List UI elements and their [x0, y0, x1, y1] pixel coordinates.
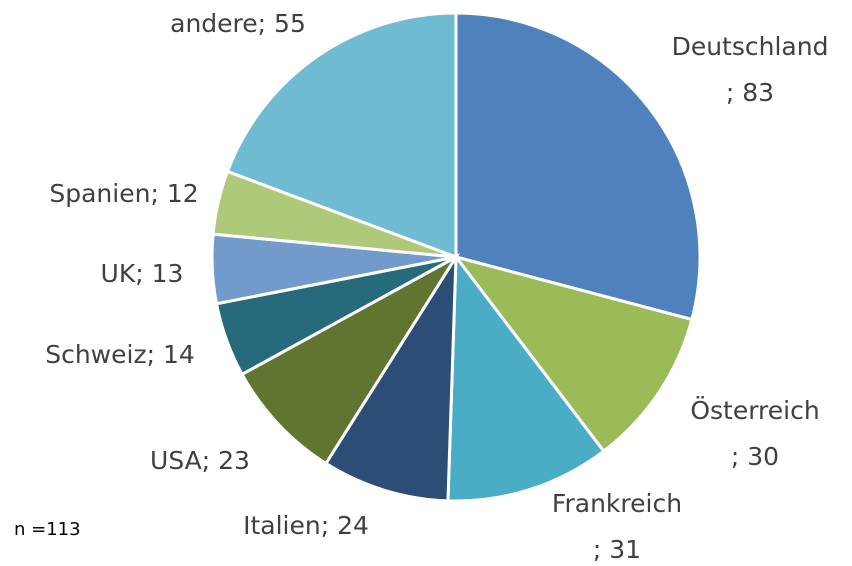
label-separator: ; — [321, 511, 337, 540]
data-label: Deutschland; 83 — [672, 32, 829, 107]
data-label: Frankreich; 31 — [552, 489, 682, 564]
label-value: 24 — [337, 511, 369, 540]
data-label: Österreich; 30 — [690, 396, 819, 471]
label-value: 23 — [218, 446, 250, 475]
label-category: Österreich — [690, 396, 819, 425]
label-separator: ; — [150, 179, 166, 208]
label-value: 12 — [167, 179, 199, 208]
pie-slice — [225, 11, 458, 260]
label-category: Spanien — [49, 179, 150, 208]
data-label: UK; 13 — [101, 259, 184, 288]
label-value: 14 — [163, 340, 195, 369]
label-separator: ; — [147, 340, 163, 369]
label-value: 30 — [747, 442, 779, 471]
label-category: Deutschland — [672, 32, 829, 61]
label-category: UK — [101, 259, 136, 288]
label-separator: ; — [726, 78, 742, 107]
label-category: Italien — [243, 511, 321, 540]
label-separator: ; — [593, 535, 609, 564]
label-separator: ; — [202, 446, 218, 475]
data-label: andere; 55 — [170, 9, 306, 38]
label-separator: ; — [135, 259, 151, 288]
label-value: 31 — [609, 535, 641, 564]
footnote: n =113 — [14, 519, 81, 540]
label-value: 83 — [742, 78, 774, 107]
data-label: Spanien; 12 — [49, 179, 198, 208]
data-label: Italien; 24 — [243, 511, 369, 540]
pie-slice — [446, 252, 606, 503]
label-category: USA — [150, 446, 202, 475]
pie-slice — [452, 254, 694, 454]
label-value: 55 — [274, 9, 306, 38]
label-category: Schweiz — [45, 340, 146, 369]
label-category: Frankreich — [552, 489, 682, 518]
data-label: Schweiz; 14 — [45, 340, 195, 369]
data-label: USA; 23 — [150, 446, 250, 475]
label-value: 13 — [152, 259, 184, 288]
pie-slice — [454, 11, 702, 322]
pie-slice — [240, 252, 461, 466]
label-separator: ; — [731, 442, 747, 471]
label-category: andere — [170, 9, 258, 38]
label-separator: ; — [258, 9, 274, 38]
pie-slice — [323, 251, 458, 503]
